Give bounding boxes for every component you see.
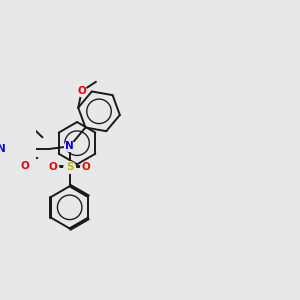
Text: O: O xyxy=(82,163,90,172)
Circle shape xyxy=(20,161,30,171)
Circle shape xyxy=(64,162,76,173)
Circle shape xyxy=(0,144,7,154)
Text: N: N xyxy=(65,141,74,151)
Circle shape xyxy=(48,162,59,173)
Text: O: O xyxy=(77,86,86,96)
Circle shape xyxy=(64,141,75,152)
Text: O: O xyxy=(20,161,29,171)
Text: O: O xyxy=(49,163,58,172)
Circle shape xyxy=(81,162,92,173)
Text: S: S xyxy=(66,163,74,172)
Circle shape xyxy=(76,86,87,96)
Text: N: N xyxy=(0,144,6,154)
